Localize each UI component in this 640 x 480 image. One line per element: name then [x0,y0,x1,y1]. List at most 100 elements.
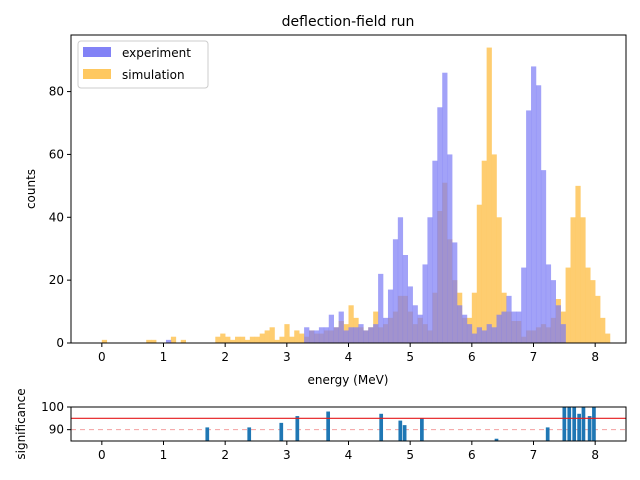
simulation-bar [476,204,482,343]
simulation-bar [264,330,270,343]
significance-axis-label: significance [14,388,28,459]
experiment-bar [323,327,330,343]
significance-plot-area [71,407,626,441]
x-tick-label: 0 [98,350,106,364]
x-tick-label: 1 [160,350,168,364]
experiment-bar [407,286,413,343]
significance-bar [420,418,424,441]
x-tick-label: 3 [283,350,291,364]
experiment-bar [521,267,527,343]
experiment-bar [432,160,438,343]
experiment-bar [531,66,537,344]
experiment-bar [373,324,379,343]
sig-x-tick-label: 2 [221,448,229,462]
simulation-bar [486,47,492,343]
y-axis-label: counts [24,169,38,209]
experiment-bar [368,327,374,343]
legend-swatch-experiment [83,47,111,57]
experiment-bar [501,311,507,343]
simulation-bar [590,280,596,343]
simulation-bar [151,339,157,343]
experiment-bar [383,317,389,343]
experiment-bar [471,333,478,343]
simulation-bar [348,305,354,343]
sig-y-tick-label: 90 [49,423,64,437]
experiment-bar [486,324,492,343]
significance-bar [379,413,384,441]
sig-x-tick-label: 8 [591,448,599,462]
significance-bar [279,422,284,441]
experiment-bar [481,330,487,343]
significance-bar [567,407,572,441]
simulation-bar [595,295,601,343]
experiment-bar [476,327,482,343]
experiment-bar [516,311,522,343]
simulation-bar [299,333,305,343]
experiment-bar [358,324,364,343]
significance-bar [592,407,596,441]
significance-bar [402,425,407,441]
simulation-bar [215,336,221,343]
experiment-bar [526,110,532,344]
significance-bar [494,438,499,441]
significance-bar [587,416,592,441]
experiment-bar [333,327,339,343]
simulation-bar [481,160,487,343]
legend-label-experiment: experiment [122,46,191,60]
significance-bars [205,407,596,441]
legend-swatch-simulation [83,69,111,79]
experiment-bar [397,217,404,343]
experiment-bar [452,242,458,343]
experiment-bar [353,327,359,343]
experiment-bar [412,305,418,343]
simulation-bar [496,217,502,343]
y-tick-label: 0 [56,336,64,350]
experiment-bar [447,154,453,343]
simulation-bar [585,267,591,343]
experiment-bar [328,314,334,343]
significance-bar [398,420,403,441]
experiment-bar [496,314,502,343]
experiment-bar [437,107,443,343]
simulation-bar [274,339,280,343]
experiment-bar [540,170,547,343]
simulation-bar [225,336,231,343]
simulation-bar [284,324,290,343]
experiment-bar [387,289,394,343]
chart-title: deflection-field run [282,14,415,30]
experiment-series [165,66,566,344]
experiment-bar [457,305,463,343]
sig-x-tick-label: 3 [283,448,291,462]
histogram-plot-area [101,47,611,344]
experiment-bar [555,305,561,343]
x-tick-label: 7 [530,350,538,364]
simulation-bar [239,336,246,343]
simulation-bar [294,330,300,343]
x-axis-label: energy (MeV) [308,373,389,387]
experiment-bar [545,264,552,343]
experiment-bar [550,280,556,343]
sig-x-tick-label: 1 [160,448,168,462]
x-tick-label: 5 [406,350,414,364]
sig-y-tick-label: 100 [41,400,64,414]
histogram-x-ticks: 0 1 2 3 4 5 6 7 8 [98,343,599,364]
experiment-bar [560,324,566,343]
experiment-bar [535,85,542,343]
simulation-bar [170,336,177,343]
x-tick-label: 8 [591,350,599,364]
legend-label-simulation: simulation [122,68,185,82]
simulation-bar [289,336,295,343]
simulation-bar [575,185,581,343]
simulation-bar [491,154,497,343]
significance-bar [295,416,300,441]
significance-bar [247,427,252,441]
simulation-bar [605,333,611,343]
simulation-bar [259,333,265,343]
y-tick-label: 60 [49,147,64,161]
significance-x-ticks: 0 1 2 3 4 5 6 7 8 [98,441,599,462]
experiment-bar [417,314,423,343]
experiment-bar [466,324,473,343]
experiment-bar [506,295,512,343]
experiment-bar [348,327,354,343]
